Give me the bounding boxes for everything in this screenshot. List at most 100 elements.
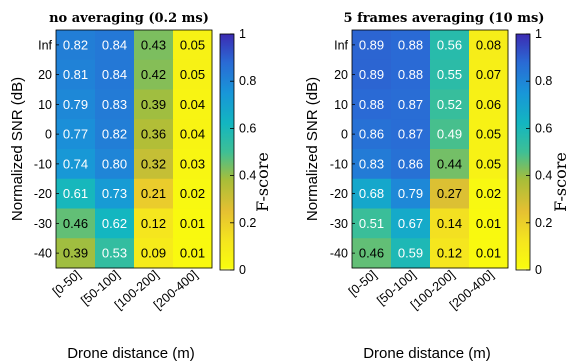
cell-value-label: 0.88 — [359, 97, 384, 112]
heatmap-cell — [173, 59, 213, 90]
heatmap-cell — [352, 89, 392, 120]
heatmap-cell — [352, 59, 392, 90]
cell-value-label: 0.04 — [180, 97, 205, 112]
heatmap-cell — [430, 238, 470, 269]
cell-value-label: 0.88 — [398, 67, 423, 82]
cell-value-label: 0.79 — [63, 97, 88, 112]
heatmap-cell — [391, 59, 431, 90]
x-tick-label: [200-400] — [151, 268, 200, 313]
heatmap-cell — [469, 178, 509, 209]
heatmap-cell — [134, 208, 174, 239]
cell-value-label: 0.09 — [141, 246, 166, 261]
cell-value-label: 0.02 — [180, 186, 205, 201]
cell-value-label: 0.02 — [476, 186, 501, 201]
heatmap-cell — [173, 208, 213, 239]
cell-value-label: 0.05 — [476, 127, 501, 142]
cell-value-label: 0.80 — [102, 156, 127, 171]
cell-value-label: 0.79 — [398, 186, 423, 201]
cell-value-label: 0.49 — [437, 127, 462, 142]
heatmap-cell — [173, 238, 213, 269]
heatmap-cell — [56, 59, 96, 90]
colorbar-ticks-left: 0 0.2 0.4 0.6 0.8 1 — [230, 27, 256, 277]
cell-value-label: 0.82 — [63, 37, 88, 52]
cell-value-label: 0.83 — [359, 156, 384, 171]
heatmap-cell — [173, 30, 213, 61]
heatmap-cell — [173, 178, 213, 209]
cell-value-label: 0.05 — [180, 67, 205, 82]
cell-value-label: 0.53 — [102, 246, 127, 261]
cell-value-label: 0.55 — [437, 67, 462, 82]
heatmap-cell — [430, 208, 470, 239]
cell-value-label: 0.61 — [63, 186, 88, 201]
cell-value-label: 0.74 — [63, 156, 88, 171]
heatmap-cell — [95, 238, 135, 269]
heatmap-cell — [95, 208, 135, 239]
cell-value-label: 0.46 — [359, 246, 384, 261]
cell-value-label: 0.27 — [437, 186, 462, 201]
y-tick-label: Inf — [334, 38, 348, 52]
y-tick-label: -20 — [330, 187, 348, 201]
heatmap-cell — [391, 208, 431, 239]
heatmap-cell — [95, 149, 135, 180]
x-tick-label: [200-400] — [447, 268, 496, 313]
heatmap-cell — [56, 149, 96, 180]
cell-value-label: 0.84 — [102, 67, 127, 82]
heatmap-cell — [352, 149, 392, 180]
y-tick-label: -40 — [34, 247, 52, 261]
y-tick-label: 20 — [38, 68, 52, 82]
chart-title-left: no averaging (0.2 ms) — [49, 11, 209, 26]
colorbar-tick-label: 0 — [239, 263, 246, 277]
heatmap-cell — [56, 119, 96, 150]
y-tick-label: 0 — [45, 128, 52, 142]
cell-value-label: 0.12 — [141, 216, 166, 231]
cell-value-label: 0.01 — [180, 246, 205, 261]
heatmap-cell — [134, 238, 174, 269]
colorbar-tick-label: 0.2 — [535, 216, 552, 230]
cell-value-label: 0.84 — [102, 37, 127, 52]
colorbar-tick-label: 0.8 — [239, 74, 256, 88]
plot-frame-right — [351, 29, 509, 269]
chart-title-right: 5 frames averaging (10 ms) — [344, 11, 545, 26]
heatmap-cell — [430, 59, 470, 90]
cell-value-label: 0.44 — [437, 156, 462, 171]
y-tick-labels-right: Inf 20 10 0 -10 -20 -30 -40 — [330, 38, 355, 261]
cell-value-label: 0.73 — [102, 186, 127, 201]
heatmap-cell — [391, 89, 431, 120]
heatmap-cell — [352, 238, 392, 269]
heatmap-panel-left: no averaging (0.2 ms) 0.82 0.84 0.43 0.050.… — [9, 11, 272, 362]
heatmap-cell — [430, 178, 470, 209]
heatmap-cell — [391, 149, 431, 180]
y-tick-label: -10 — [330, 157, 348, 171]
cell-value-label: 0.21 — [141, 186, 166, 201]
y-tick-label: 10 — [334, 98, 348, 112]
cell-value-label: 0.08 — [476, 37, 501, 52]
cell-value-label: 0.01 — [180, 216, 205, 231]
y-tick-labels-left: Inf 20 10 0 -10 -20 -30 -40 — [34, 38, 59, 261]
x-tick-labels-right: [0-50][50-100][100-200][200-400] — [346, 268, 496, 313]
heatmap-cell — [173, 89, 213, 120]
x-axis-label-right: Drone distance (m) — [363, 345, 491, 362]
cell-value-label: 0.52 — [437, 97, 462, 112]
cell-value-label: 0.01 — [476, 216, 501, 231]
heatmap-cell — [134, 59, 174, 90]
cell-value-label: 0.04 — [180, 127, 205, 142]
heatmap-cell — [352, 178, 392, 209]
colorbar-tick-label: 1 — [239, 27, 246, 41]
cell-value-label: 0.88 — [398, 37, 423, 52]
heatmap-cell — [56, 30, 96, 61]
heatmap-cell — [352, 30, 392, 61]
heatmap-cell — [469, 208, 509, 239]
cell-value-label: 0.05 — [180, 37, 205, 52]
cell-value-label: 0.14 — [437, 216, 462, 231]
cell-value-label: 0.56 — [437, 37, 462, 52]
colorbar-right — [515, 33, 531, 271]
cell-value-label: 0.89 — [359, 37, 384, 52]
heatmap-cell — [95, 89, 135, 120]
colorbar-tick-label: 0.4 — [239, 169, 256, 183]
colorbar-label-left: F-score — [253, 152, 272, 212]
y-tick-label: -40 — [330, 247, 348, 261]
cell-value-label: 0.82 — [102, 127, 127, 142]
cell-value-label: 0.01 — [476, 246, 501, 261]
colorbar-left — [219, 33, 235, 271]
